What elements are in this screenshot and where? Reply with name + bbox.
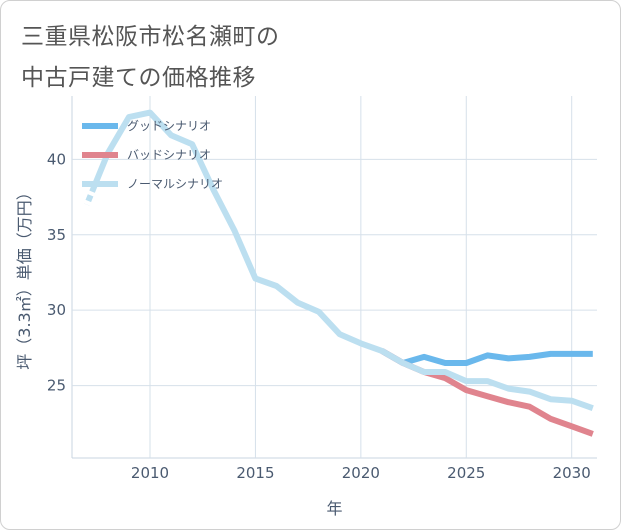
series-line-1 <box>380 348 593 366</box>
x-tick-label: 2030 <box>553 464 591 482</box>
legend-label-2: バッドシナリオ <box>127 148 211 162</box>
x-tick-label: 2010 <box>131 464 169 482</box>
x-axis-title: 年 <box>326 499 342 518</box>
y-tick-label: 40 <box>47 150 66 168</box>
series-layer <box>83 109 594 437</box>
x-tick-label: 2025 <box>447 464 485 482</box>
legend-label-3: ノーマルシナリオ <box>127 177 223 191</box>
y-tick-label: 25 <box>47 377 66 395</box>
chart-title-line-1: 三重県松阪市松名瀬町の <box>21 24 280 50</box>
series-line-3 <box>84 109 594 412</box>
x-tick-label: 2020 <box>342 464 380 482</box>
series-start-dash <box>83 185 98 206</box>
x-tick-label: 2015 <box>236 464 274 482</box>
legend-label-1: グッドシナリオ <box>127 119 211 133</box>
tick-labels: 2010 2015 2020 2025 2030 25 30 35 40 <box>47 150 591 482</box>
y-tick-label: 35 <box>47 226 66 244</box>
y-tick-label: 30 <box>47 301 66 319</box>
series-line-2 <box>380 348 594 437</box>
chart-title-line-2: 中古戸建ての価格推移 <box>21 65 256 91</box>
y-axis-title: 坪（3.3㎡）単価（万円） <box>15 184 34 369</box>
